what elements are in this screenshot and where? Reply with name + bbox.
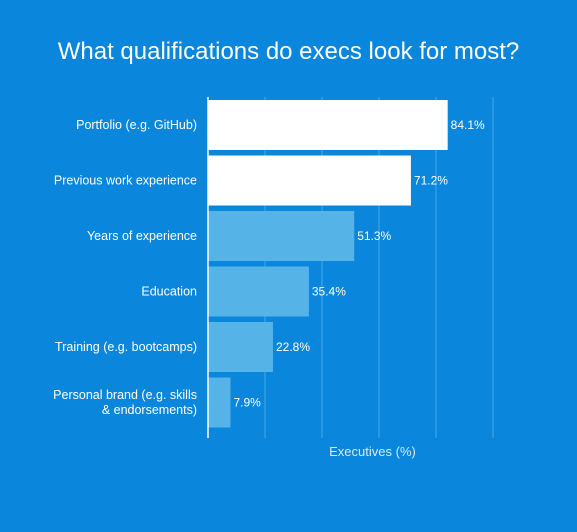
x-axis-title: Executives (%) [329,444,416,459]
category-label: Personal brand (e.g. skills & endorsement… [53,388,197,417]
value-label: 84.1% [451,118,485,132]
value-label: 51.3% [357,229,391,243]
bar [208,155,411,206]
chart-title: What qualifications do execs look for mo… [57,38,520,65]
value-label: 7.9% [234,396,262,410]
category-label: Training (e.g. bootcamps) [55,340,197,354]
labels: 84.1% Portfolio (e.g. GitHub) 71.2% Previou… [53,118,485,417]
value-label: 35.4% [312,285,346,299]
bar [208,266,309,317]
value-label: 22.8% [276,340,310,354]
category-label: Education [141,285,197,299]
grid-lines [264,97,494,438]
bar [208,100,448,150]
bar [208,377,231,428]
category-label: Portfolio (e.g. GitHub) [76,118,197,132]
bars [208,100,448,428]
bar [208,211,355,261]
value-label: 71.2% [414,174,448,188]
category-label: Previous work experience [54,174,197,188]
bar [208,322,273,372]
category-label: Years of experience [87,229,197,243]
